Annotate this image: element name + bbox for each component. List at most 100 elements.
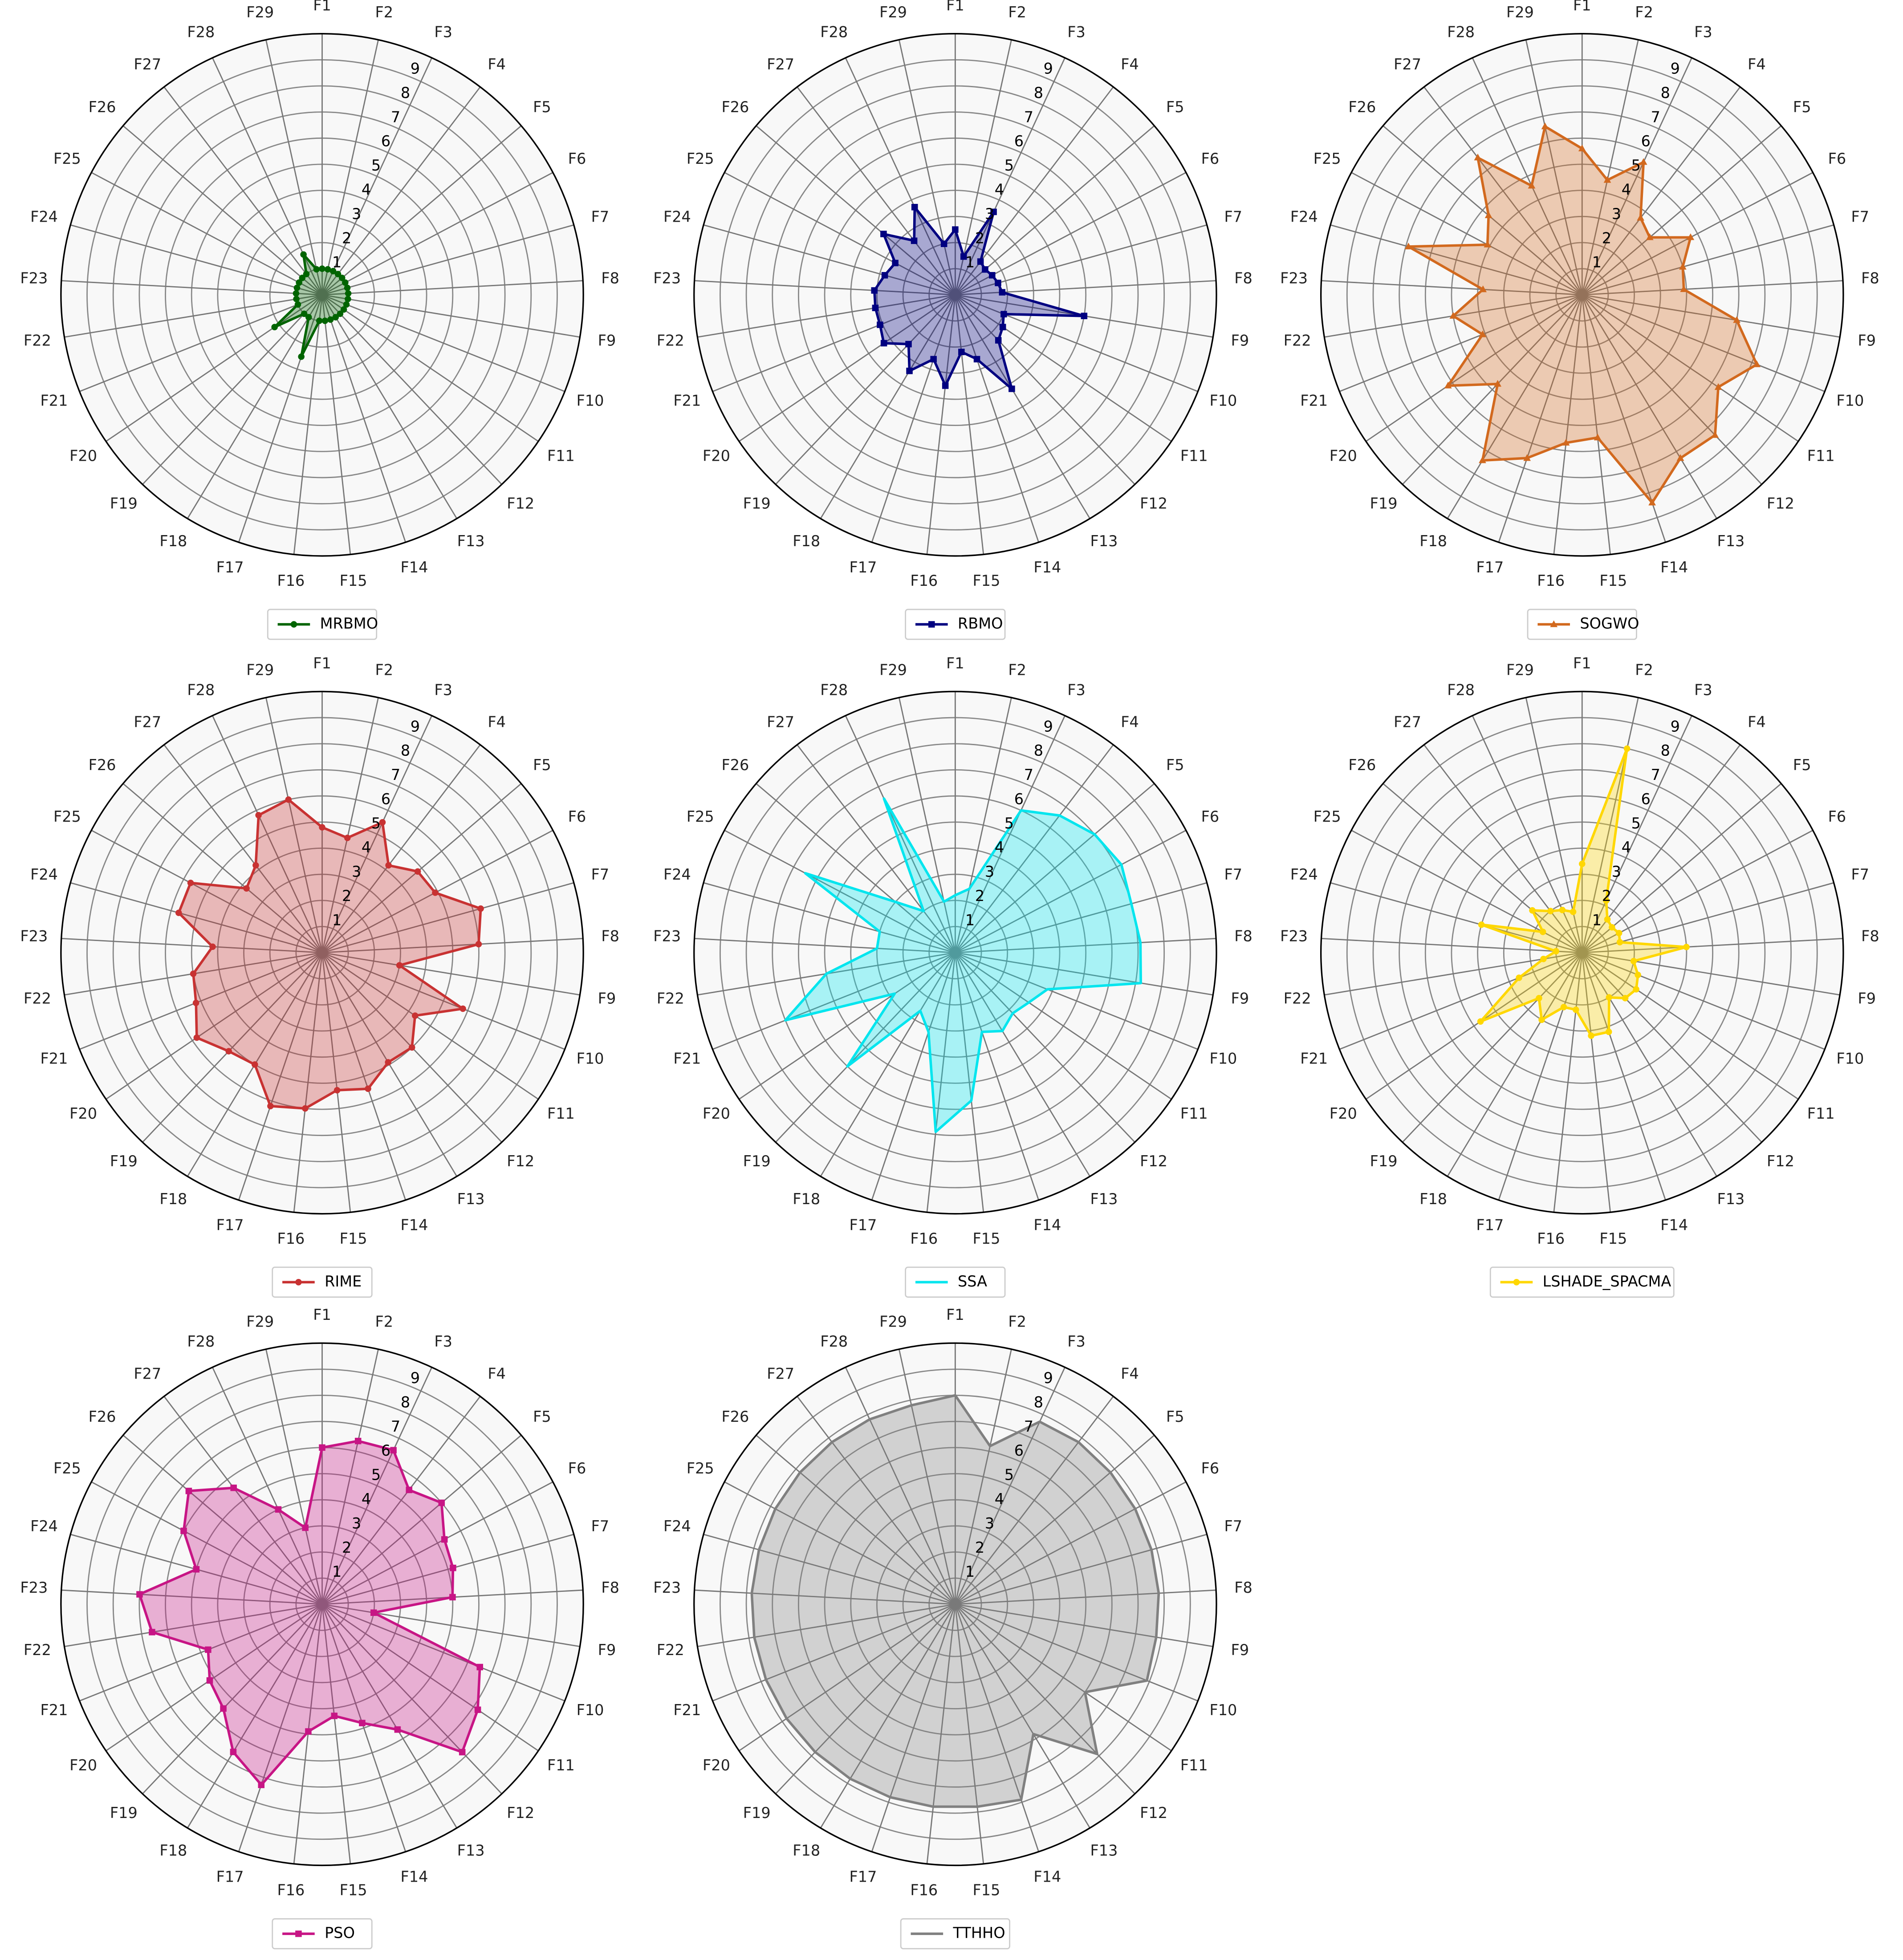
marker	[995, 337, 1002, 344]
marker	[930, 356, 937, 363]
category-label: F29	[246, 661, 274, 679]
spoke	[955, 40, 1012, 295]
category-label: F13	[1090, 532, 1118, 550]
outer-ring	[60, 690, 584, 1215]
marker	[960, 253, 967, 260]
category-label: F4	[488, 714, 506, 731]
r-tick-label: 9	[1044, 718, 1053, 735]
marker	[267, 1103, 274, 1109]
category-label: F25	[53, 1460, 81, 1477]
marker	[252, 1061, 258, 1068]
spoke	[797, 1396, 956, 1605]
marker	[958, 349, 965, 355]
spoke	[955, 294, 1091, 519]
category-label: F19	[110, 1152, 138, 1170]
spoke	[322, 1603, 580, 1648]
spoke	[321, 294, 407, 543]
category-label: F20	[69, 1105, 97, 1122]
spoke	[321, 295, 351, 555]
r-tick-label: 8	[401, 1393, 410, 1411]
marker	[187, 880, 194, 886]
spoke	[955, 57, 1065, 295]
marker	[892, 260, 899, 267]
category-label: F20	[1330, 447, 1357, 464]
marker	[1676, 454, 1684, 461]
spoke	[106, 952, 323, 1100]
spoke	[238, 294, 323, 543]
marker	[193, 1566, 200, 1573]
category-label: F22	[1284, 990, 1311, 1007]
legend-box	[1527, 609, 1637, 640]
spoke	[91, 1481, 323, 1605]
marker	[301, 310, 308, 317]
r-tick-label: 3	[1612, 863, 1621, 881]
spoke	[954, 295, 984, 555]
category-label: F13	[1090, 1190, 1118, 1208]
spoke	[845, 1367, 956, 1605]
category-label: F15	[340, 1230, 367, 1247]
spoke	[898, 40, 956, 295]
marker	[412, 1012, 419, 1019]
spoke	[845, 715, 956, 953]
spoke	[1553, 295, 1583, 555]
category-label: F13	[1717, 532, 1744, 550]
category-label: F9	[1858, 332, 1876, 349]
spoke	[1330, 882, 1582, 954]
category-label: F27	[134, 56, 161, 73]
marker	[1523, 454, 1531, 461]
r-tick-label: 1	[332, 911, 342, 929]
marker	[180, 1527, 187, 1534]
category-label: F14	[400, 559, 428, 576]
r-tick-label: 9	[411, 60, 420, 77]
spoke	[775, 294, 956, 485]
spoke	[1447, 952, 1583, 1177]
spoke	[1498, 952, 1583, 1201]
r-tick-label: 9	[1671, 718, 1680, 735]
marker	[877, 321, 883, 328]
category-label: F5	[1166, 756, 1184, 774]
spoke	[70, 224, 322, 296]
r-tick-label: 9	[1044, 60, 1053, 77]
spoke	[211, 715, 323, 953]
r-tick-label: 4	[1622, 839, 1631, 856]
spoke	[79, 1603, 323, 1702]
category-label: F26	[1348, 98, 1376, 116]
spoke	[871, 952, 956, 1201]
marker	[1570, 909, 1577, 915]
category-label: F18	[159, 532, 187, 550]
marker	[1637, 214, 1645, 221]
spoke	[955, 1603, 1213, 1648]
marker	[450, 1564, 456, 1571]
marker	[1484, 240, 1492, 248]
spoke	[955, 1603, 1198, 1702]
marker	[316, 317, 323, 324]
spoke	[955, 952, 1198, 1050]
marker	[205, 1646, 211, 1653]
category-label: F21	[1300, 1050, 1328, 1067]
marker	[476, 1664, 483, 1671]
category-label: F20	[703, 1105, 730, 1122]
r-tick-label: 3	[352, 863, 361, 881]
r-tick-label: 9	[1044, 1369, 1053, 1387]
r-tick-label: 2	[975, 229, 984, 247]
category-label: F10	[577, 1050, 604, 1067]
marker	[294, 301, 301, 308]
radar-chart: F1 F2 F3 F4 F5 F6 F7 F8 F9 F10 F11 F12 F13 F14 F15 F16 F…	[20, 0, 619, 640]
r-tick-label: 6	[381, 133, 390, 150]
r-tick-label: 2	[1602, 887, 1611, 905]
spoke	[1330, 224, 1582, 296]
marker	[973, 356, 980, 363]
spoke	[1525, 40, 1583, 295]
spoke	[955, 882, 1207, 954]
marker	[305, 314, 312, 321]
radar-area	[177, 798, 482, 1110]
spoke	[955, 1534, 1207, 1605]
category-label: F29	[879, 1313, 907, 1330]
spoke	[265, 697, 323, 953]
category-label: F3	[1067, 681, 1086, 698]
category-label: F1	[1573, 0, 1591, 14]
category-label: F25	[687, 1460, 714, 1477]
category-label: F23	[20, 1579, 48, 1596]
spoke	[321, 172, 553, 296]
